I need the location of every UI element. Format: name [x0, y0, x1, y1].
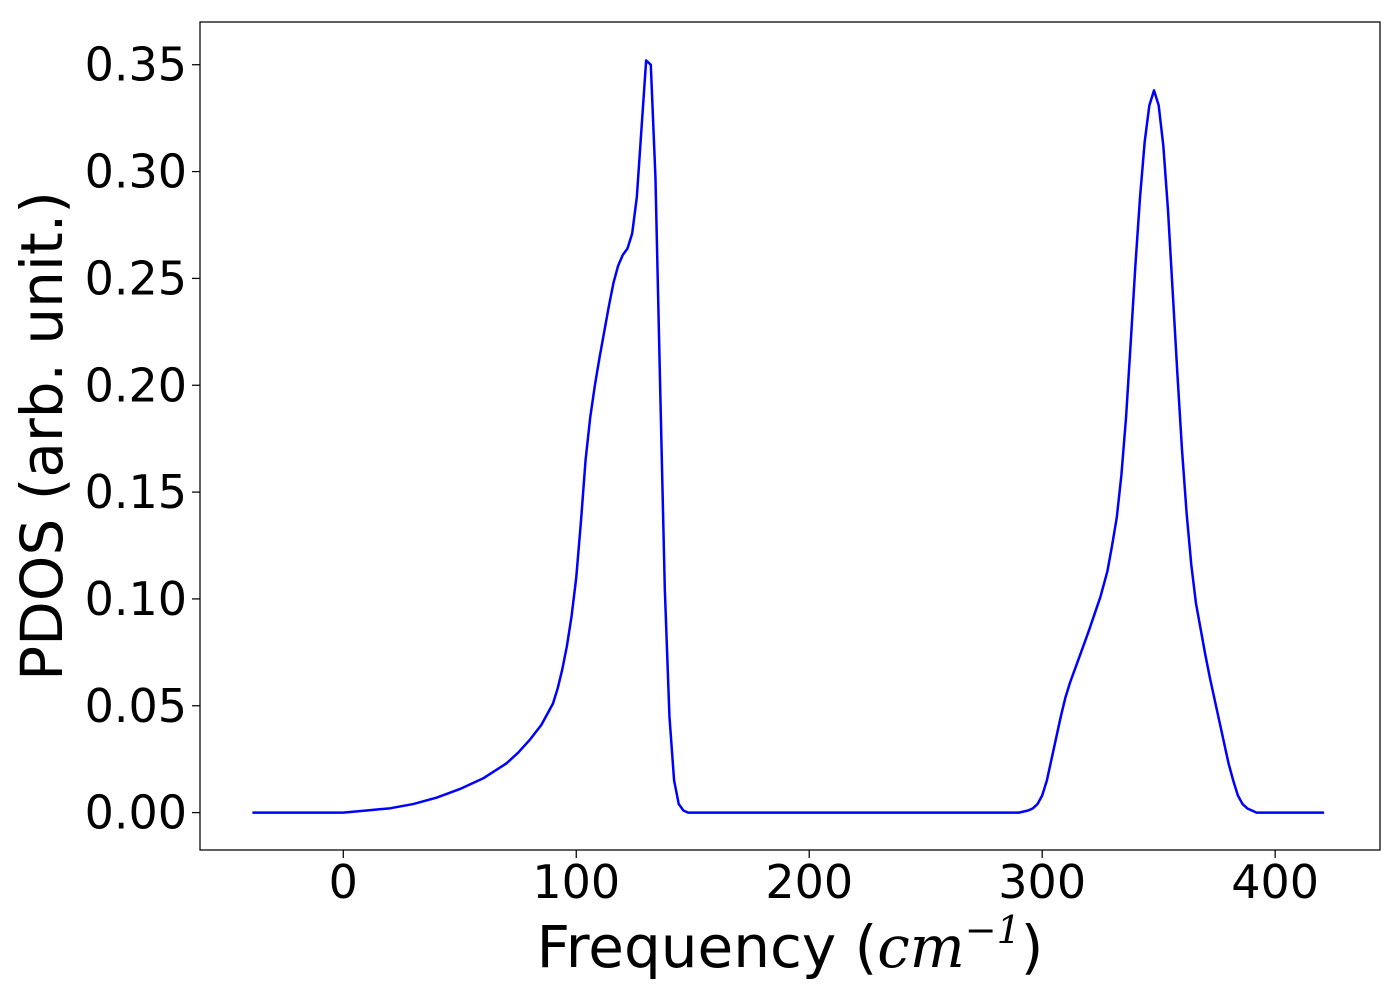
x-axis-label: Frequency (cm−1): [537, 908, 1044, 981]
y-tick-label: 0.05: [85, 679, 187, 733]
x-tick-label: 200: [765, 855, 853, 909]
x-tick-label: 300: [998, 855, 1086, 909]
y-tick-label: 0.30: [85, 145, 187, 199]
y-tick-label: 0.10: [85, 572, 187, 626]
y-tick-label: 0.00: [85, 786, 187, 840]
x-tick-label: 0: [329, 855, 358, 909]
plot-area-frame: [199, 21, 1381, 851]
y-axis-ticks: 0.00 0.05 0.10 0.15 0.20 0.25 0.30 0.35: [85, 38, 200, 840]
x-axis-ticks: 0 100 200 300 400: [329, 850, 1319, 909]
y-axis-label: PDOS (arb. unit.): [8, 191, 76, 681]
y-tick-label: 0.15: [85, 465, 187, 519]
x-tick-label: 400: [1231, 855, 1319, 909]
y-tick-label: 0.35: [85, 38, 187, 92]
y-tick-label: 0.25: [85, 251, 187, 305]
y-tick-label: 0.20: [85, 358, 187, 412]
series-line-pdos: [252, 59, 1325, 814]
x-tick-label: 100: [532, 855, 620, 909]
